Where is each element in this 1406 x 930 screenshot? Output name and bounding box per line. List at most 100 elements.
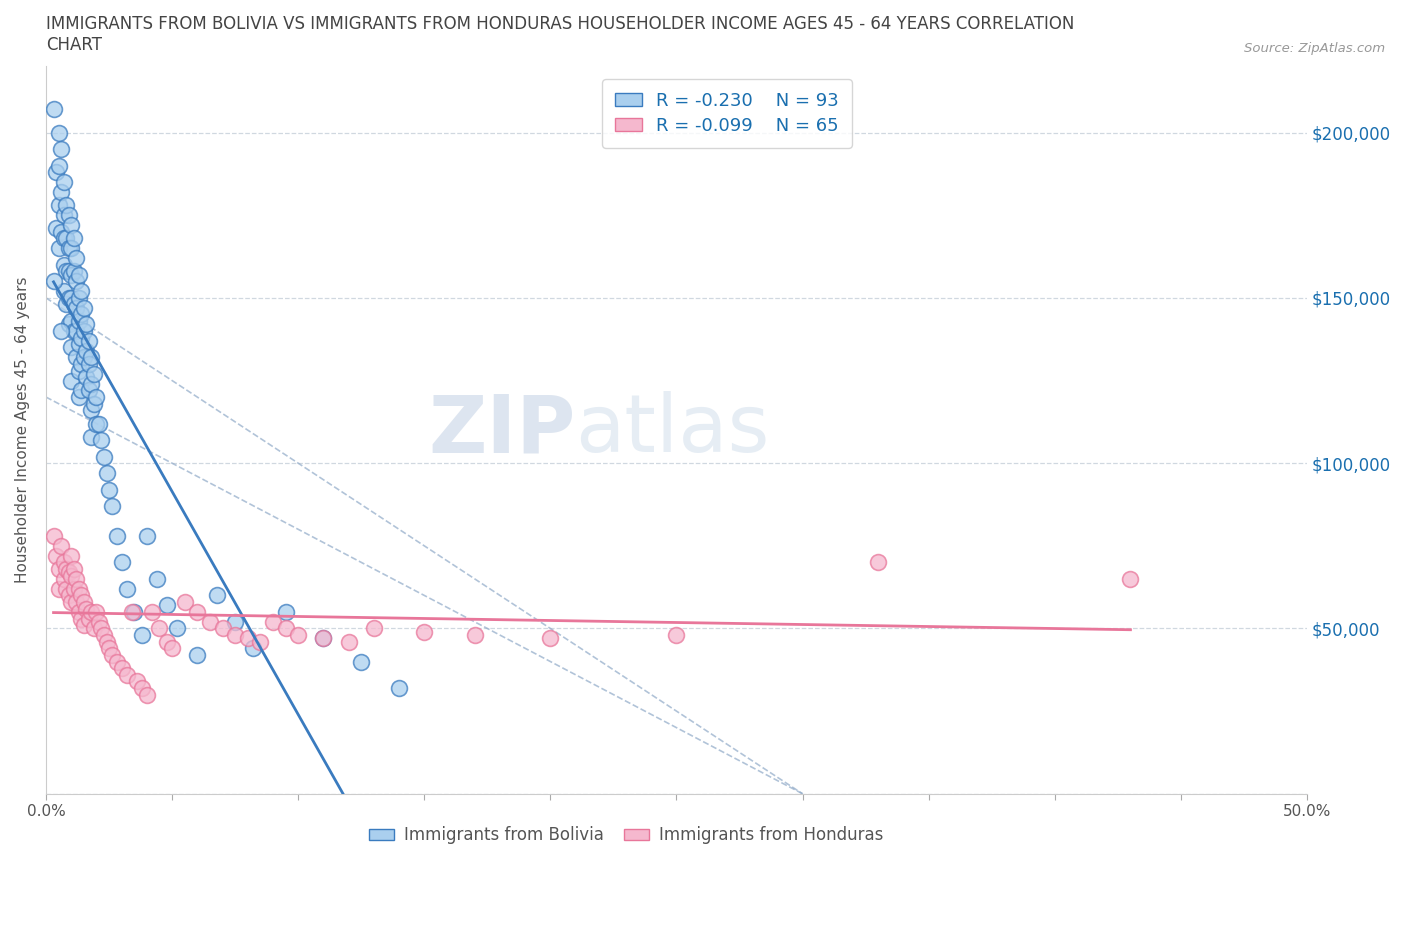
Text: IMMIGRANTS FROM BOLIVIA VS IMMIGRANTS FROM HONDURAS HOUSEHOLDER INCOME AGES 45 -: IMMIGRANTS FROM BOLIVIA VS IMMIGRANTS FR… [46, 15, 1074, 54]
Point [98, 482, 121, 497]
Point [73, 350, 96, 365]
Point [52, 555, 75, 570]
Point [67, 581, 90, 596]
Point [67, 390, 90, 405]
Point [198, 615, 221, 630]
Text: ZIP: ZIP [429, 392, 575, 469]
Point [70, 284, 93, 299]
Point [60, 313, 83, 328]
Point [67, 313, 90, 328]
Point [55, 297, 77, 312]
Point [48, 562, 70, 577]
Point [58, 565, 80, 579]
Point [93, 628, 115, 643]
Point [60, 549, 83, 564]
Legend: Immigrants from Bolivia, Immigrants from Honduras: Immigrants from Bolivia, Immigrants from… [363, 819, 890, 851]
Point [52, 175, 75, 190]
Point [42, 102, 65, 117]
Point [87, 615, 110, 630]
Point [135, 687, 157, 702]
Point [83, 396, 105, 411]
Point [58, 317, 80, 332]
Point [45, 549, 67, 564]
Point [62, 324, 84, 339]
Point [49, 224, 72, 239]
Point [73, 618, 96, 632]
Point [58, 290, 80, 305]
Point [131, 628, 153, 643]
Point [350, 654, 373, 669]
Point [115, 581, 138, 596]
Point [65, 274, 87, 289]
Point [67, 290, 90, 305]
Point [48, 198, 70, 213]
Point [60, 373, 83, 388]
Point [62, 231, 84, 246]
Point [48, 241, 70, 256]
Point [211, 621, 233, 636]
Point [96, 466, 118, 481]
Point [58, 588, 80, 603]
Point [65, 594, 87, 609]
Point [312, 631, 335, 645]
Point [70, 330, 93, 345]
Point [62, 297, 84, 312]
Point [207, 588, 229, 603]
Point [52, 571, 75, 586]
Point [45, 221, 67, 236]
Point [60, 241, 83, 256]
Point [58, 264, 80, 279]
Point [274, 621, 297, 636]
Point [75, 601, 97, 616]
Point [105, 654, 128, 669]
Point [80, 350, 103, 365]
Point [60, 290, 83, 305]
Point [262, 615, 284, 630]
Point [77, 611, 100, 626]
Point [80, 377, 103, 392]
Point [90, 432, 112, 447]
Point [173, 594, 195, 609]
Point [105, 528, 128, 543]
Point [67, 337, 90, 352]
Point [65, 324, 87, 339]
Point [100, 498, 122, 513]
Point [538, 631, 561, 645]
Point [80, 604, 103, 619]
Point [55, 581, 77, 596]
Point [70, 307, 93, 322]
Point [73, 300, 96, 315]
Point [48, 581, 70, 596]
Point [80, 430, 103, 445]
Point [86, 604, 108, 619]
Point [287, 628, 309, 643]
Point [83, 621, 105, 636]
Point [49, 538, 72, 553]
Point [75, 317, 97, 332]
Point [55, 231, 77, 246]
Point [67, 604, 90, 619]
Point [388, 681, 411, 696]
Point [83, 366, 105, 381]
Point [274, 604, 297, 619]
Point [125, 674, 148, 689]
Y-axis label: Householder Income Ages 45 - 64 years: Householder Income Ages 45 - 64 years [15, 277, 30, 583]
Point [42, 528, 65, 543]
Point [55, 562, 77, 577]
Point [413, 624, 436, 639]
Point [77, 383, 100, 398]
Point [65, 571, 87, 586]
Point [115, 668, 138, 683]
Point [42, 274, 65, 289]
Point [160, 641, 183, 656]
Point [70, 611, 93, 626]
Point [52, 284, 75, 299]
Point [1119, 571, 1142, 586]
Point [86, 390, 108, 405]
Point [98, 641, 121, 656]
Point [67, 267, 90, 282]
Point [65, 251, 87, 266]
Point [90, 621, 112, 636]
Point [48, 126, 70, 140]
Point [65, 350, 87, 365]
